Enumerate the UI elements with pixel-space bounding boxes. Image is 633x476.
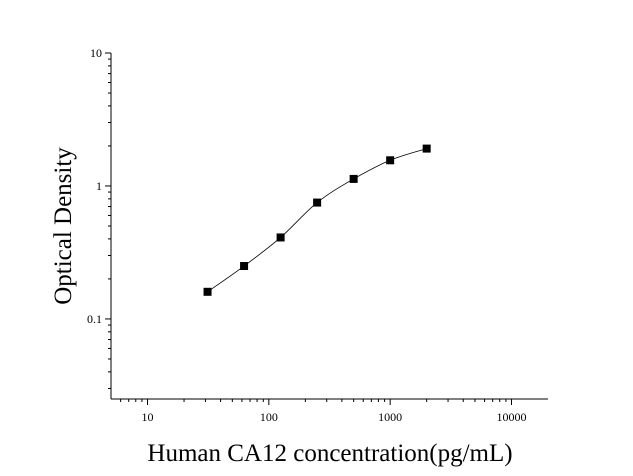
data-point (276, 233, 285, 242)
y-axis-title: Optical Density (50, 147, 77, 305)
data-point (349, 174, 358, 183)
x-tick-label: 10000 (496, 410, 526, 424)
y-tick-label: 10 (90, 46, 102, 60)
data-point (313, 198, 322, 207)
x-tick-label: 100 (260, 410, 278, 424)
data-points (203, 144, 431, 296)
x-tick-label: 1000 (378, 410, 402, 424)
data-point (386, 156, 395, 165)
y-tick-label: 0.1 (87, 312, 102, 326)
x-tick-label: 10 (142, 410, 154, 424)
data-point (240, 262, 249, 271)
x-axis-title: Human CA12 concentration(pg/mL) (147, 440, 512, 467)
axes (110, 53, 548, 400)
data-point (203, 287, 212, 296)
tick-labels: 10 100 1000 10000 0.1 1 10 (87, 46, 526, 424)
ticks (105, 52, 512, 405)
fit-curve (207, 148, 427, 293)
y-tick-label: 1 (96, 179, 102, 193)
data-point (422, 144, 431, 153)
